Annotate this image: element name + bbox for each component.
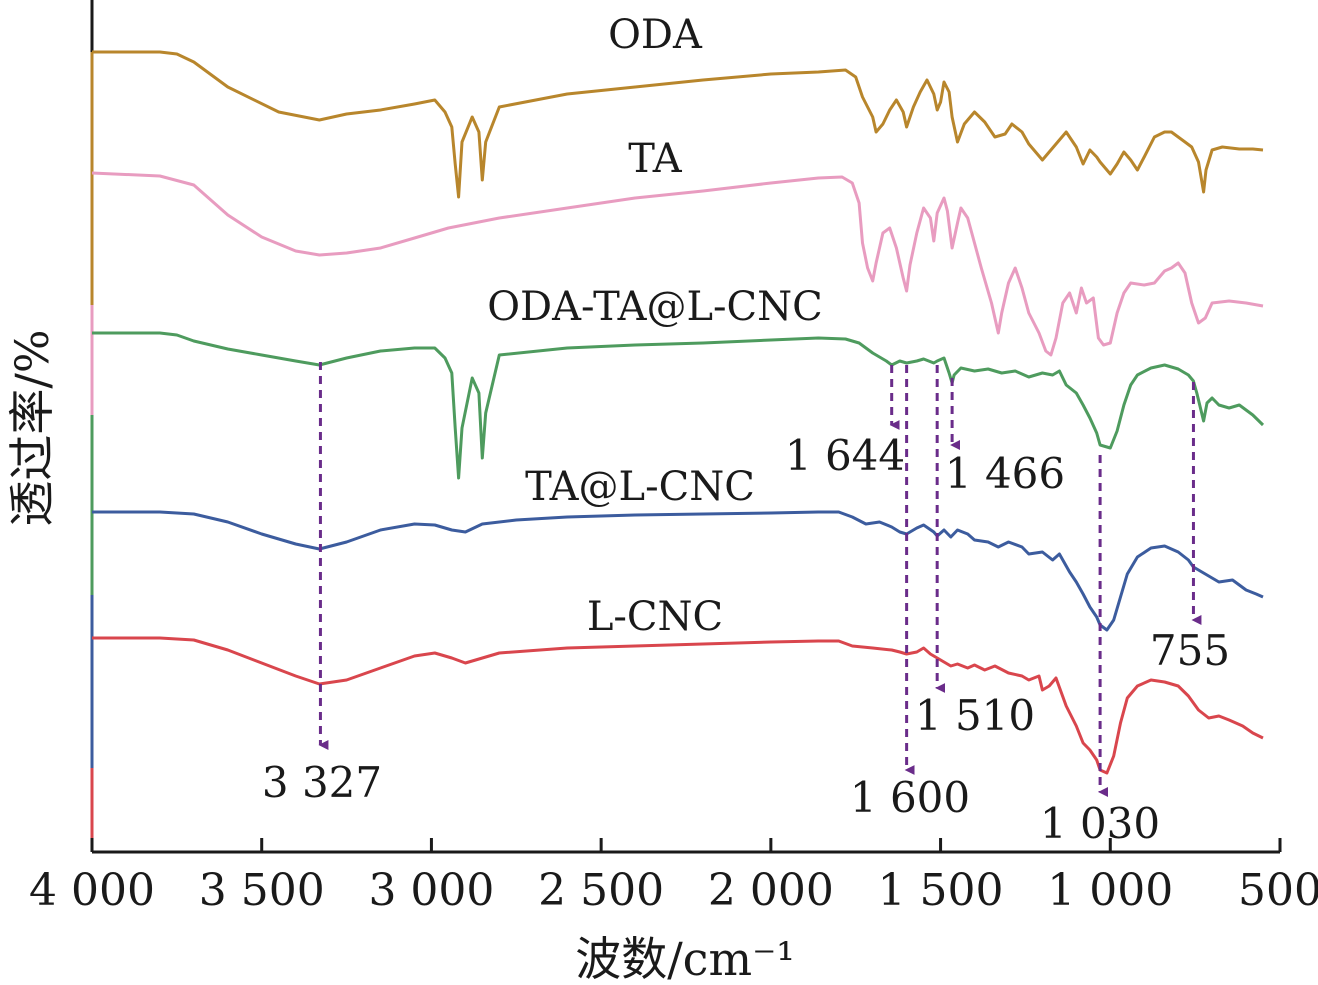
series-labels: ODA TA ODA-TA@L-CNC TA@L-CNC L-CNC (487, 12, 823, 640)
series-label: ODA (608, 12, 703, 58)
series-label: ODA-TA@L-CNC (487, 284, 823, 330)
x-axis-title: 波数/cm⁻¹ (575, 932, 795, 985)
x-ticks: 4 000 3 500 3 000 2 500 2 000 1 500 1 000 500 (29, 838, 1318, 916)
series-line-oda-ta-l-cnc (92, 331, 1265, 480)
series-label: TA@L-CNC (525, 464, 755, 510)
x-tick-label: 3 500 (199, 865, 325, 916)
peak-label: 1 466 (945, 449, 1065, 498)
x-tick-label: 2 000 (708, 865, 834, 916)
y-axis-title: 透过率/% (5, 329, 59, 526)
x-tick-label: 1 000 (1047, 865, 1173, 916)
x-tick-label: 2 500 (538, 865, 664, 916)
peak-label: 1 510 (915, 691, 1035, 740)
series-label: TA (628, 136, 682, 182)
x-tick-label: 4 000 (29, 865, 155, 916)
x-tick-label: 1 500 (878, 865, 1004, 916)
peak-annotations: 3 327 1 644 1 600 1 510 1 466 1 030 755 (262, 362, 1230, 848)
series-label: L-CNC (587, 594, 723, 640)
x-tick-label: 3 000 (368, 865, 494, 916)
peak-label: 1 600 (850, 773, 970, 822)
series-line-l-cnc (92, 636, 1264, 775)
series-line-ta (91, 171, 1264, 357)
peak-label: 3 327 (262, 758, 382, 807)
series-line-oda (92, 50, 1264, 199)
x-tick-label: 500 (1238, 865, 1318, 916)
series-layer (91, 50, 1265, 775)
peak-label: 1 644 (785, 431, 905, 480)
peak-label: 755 (1150, 626, 1230, 675)
peak-label: 1 030 (1040, 799, 1160, 848)
axis-layer (90, 0, 1280, 854)
series-line-ta-l-cnc (92, 510, 1264, 632)
